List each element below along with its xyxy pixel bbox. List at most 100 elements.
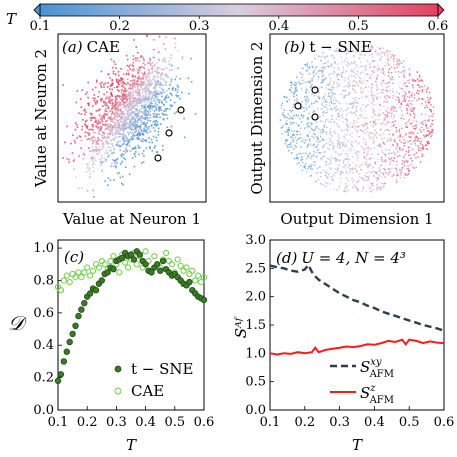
cae-point (132, 138, 135, 140)
cae-point (115, 165, 117, 167)
cae-point (88, 169, 90, 172)
tsne-marker (60, 358, 68, 365)
cae-point (150, 97, 153, 100)
cae-point (145, 98, 147, 101)
cae-point (99, 122, 102, 124)
tsne-point (320, 82, 322, 84)
cae-point (94, 117, 97, 120)
cae-point (156, 139, 158, 142)
cae-point (103, 83, 105, 86)
cae-point (116, 172, 119, 175)
cae-point (119, 136, 121, 138)
tsne-point (313, 75, 315, 77)
tsne-point (396, 160, 398, 163)
tsne-point (322, 101, 325, 103)
tsne-point (349, 134, 351, 136)
cae-point (116, 142, 118, 145)
cae-point (133, 85, 136, 88)
panel-c: 0.1 0.2 0.3 0.4 0.5 0.60.00.20.40.60.81.0 (c)… (8, 239, 214, 454)
tsne-point (382, 105, 385, 108)
tsne-point (322, 155, 324, 157)
cae-point (154, 80, 156, 83)
tsne-point (330, 143, 332, 146)
tsne-point (306, 65, 308, 68)
tsne-point (369, 187, 371, 190)
tsne-point (322, 111, 325, 113)
cae-point (100, 125, 103, 128)
tsne-point (310, 123, 313, 126)
tsne-point (374, 163, 376, 165)
cae-point (99, 139, 101, 142)
tsne-point (375, 189, 378, 191)
cae-point (119, 101, 122, 104)
cae-point (130, 88, 132, 90)
tsne-point (365, 164, 367, 166)
cae-point (142, 75, 144, 77)
cae-marker (69, 270, 76, 278)
cae-point (131, 69, 134, 72)
cae-point (84, 135, 87, 137)
cae-point (135, 151, 137, 153)
cae-point (141, 97, 144, 100)
cae-point (139, 84, 141, 87)
cae-point (144, 139, 146, 142)
cae-point (104, 104, 106, 107)
tsne-point (331, 92, 333, 94)
tsne-point (323, 155, 326, 157)
tsne-point (419, 141, 421, 143)
cae-point (140, 100, 143, 103)
cae-point (122, 127, 124, 129)
tsne-point (393, 110, 395, 112)
cae-point (99, 130, 102, 132)
tsne-point (355, 129, 357, 131)
tsne-point (425, 134, 427, 136)
tsne-point (392, 151, 395, 153)
cae-point (110, 94, 113, 96)
cae-point (136, 57, 139, 60)
tsne-point (318, 96, 321, 98)
tsne-point (289, 116, 292, 118)
tsne-point (351, 135, 353, 138)
tsne-point (396, 148, 398, 151)
cae-point (143, 87, 146, 90)
tsne-point (410, 132, 413, 134)
tsne-point (365, 95, 367, 97)
cae-point (65, 203, 67, 205)
tsne-point (376, 77, 378, 79)
cae-point (149, 58, 151, 60)
tsne-point (307, 118, 309, 120)
tsne-point (369, 54, 371, 57)
cae-point (127, 82, 129, 84)
cae-point (109, 77, 111, 79)
cae-point (92, 131, 95, 134)
cae-point (132, 83, 134, 86)
cae-point (137, 129, 140, 132)
tsne-point (355, 107, 357, 109)
cae-point (121, 124, 124, 126)
sz-afm-line (269, 338, 445, 356)
tsne-point (354, 101, 356, 104)
cae-point (102, 115, 104, 117)
tsne-point (427, 102, 429, 104)
cae-point (156, 90, 158, 93)
cae-point (99, 159, 102, 161)
cae-point (132, 75, 134, 78)
cae-point (143, 130, 145, 133)
tsne-point (372, 47, 374, 49)
cae-point (126, 64, 129, 67)
cae-point (92, 129, 94, 131)
cae-point (159, 81, 162, 84)
cae-point (140, 71, 143, 74)
tsne-point (382, 72, 385, 75)
tsne-point (302, 140, 304, 143)
tsne-point (309, 82, 311, 85)
tsne-marker (142, 261, 149, 268)
tsne-point (360, 107, 362, 109)
tsne-point (345, 94, 347, 96)
cae-point (126, 126, 129, 128)
tsne-point (281, 113, 284, 116)
tsne-point (380, 82, 382, 85)
tsne-point (403, 60, 405, 62)
cae-point (154, 81, 156, 84)
tsne-point (367, 147, 369, 149)
